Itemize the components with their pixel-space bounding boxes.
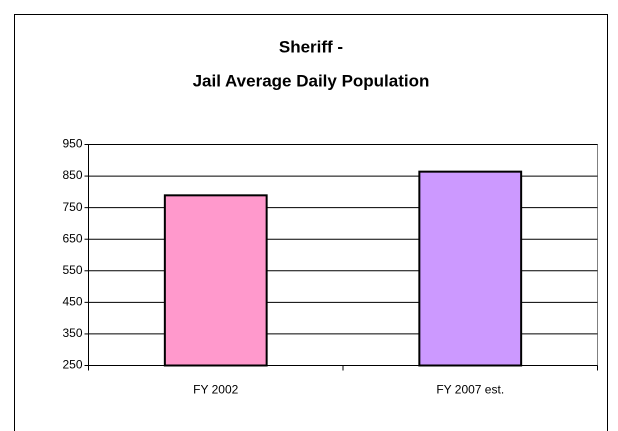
y-tick-label: 550 xyxy=(62,263,82,277)
y-tick-label: 250 xyxy=(62,358,82,372)
x-tick-label: FY 2007 est. xyxy=(436,383,504,397)
y-tick-label: 650 xyxy=(62,231,82,245)
bar xyxy=(163,194,268,367)
y-tick-label: 350 xyxy=(62,326,82,340)
y-tick-label: 950 xyxy=(62,137,82,151)
y-tick-label: 450 xyxy=(62,295,82,309)
x-tick-label: FY 2002 xyxy=(193,383,238,397)
y-tick-label: 850 xyxy=(62,168,82,182)
chart-title: Sheriff - xyxy=(279,37,343,56)
chart-title: Jail Average Daily Population xyxy=(193,71,430,90)
bar xyxy=(418,170,523,367)
y-tick-label: 750 xyxy=(62,200,82,214)
